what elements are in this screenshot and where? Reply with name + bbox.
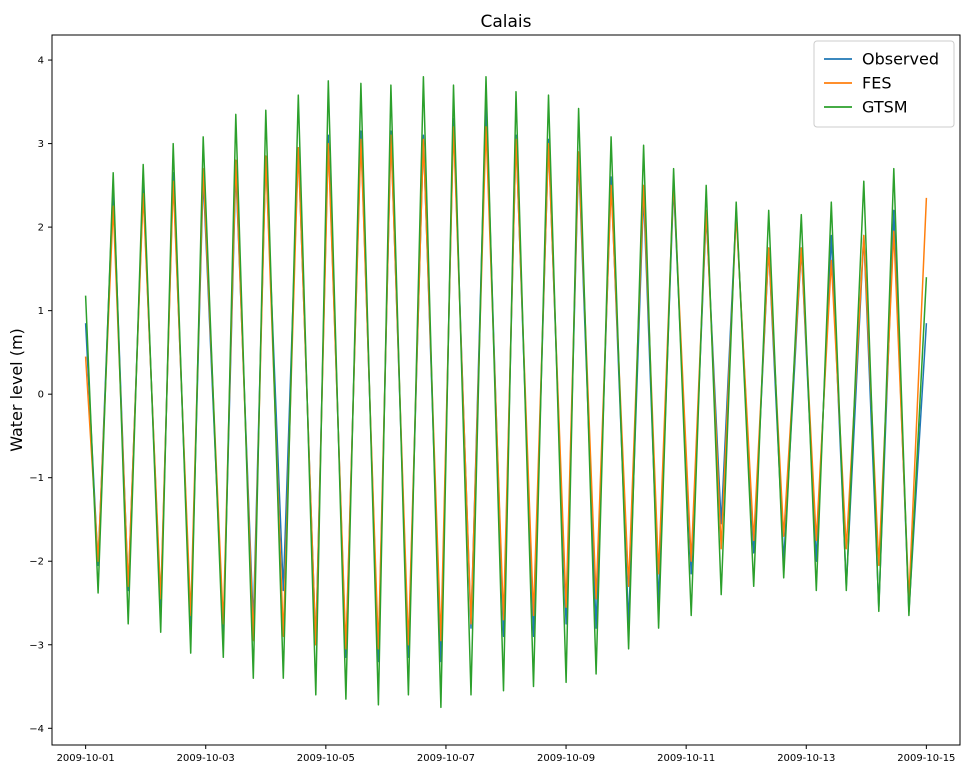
legend-label: Observed: [862, 50, 939, 69]
y-tick-label: −1: [29, 473, 44, 484]
x-tick-label: 2009-10-03: [177, 753, 235, 764]
x-tick-label: 2009-10-05: [297, 753, 355, 764]
x-tick-label: 2009-10-15: [897, 753, 955, 764]
y-axis: −4 −3 −2 −1 0 1 2 3 4: [29, 56, 52, 735]
y-tick-label: −3: [29, 640, 44, 651]
x-tick-label: 2009-10-13: [777, 753, 835, 764]
legend-label: FES: [862, 74, 891, 93]
legend-box: [813, 40, 955, 128]
x-axis: 2009-10-01 2009-10-03 2009-10-05 2009-10-07…: [57, 745, 955, 764]
chart-title: Calais: [480, 12, 531, 32]
series-line-fes: [84, 126, 928, 650]
x-tick-label: 2009-10-09: [537, 753, 595, 764]
plot-area: [84, 76, 928, 709]
legend-label: GTSM: [862, 98, 908, 117]
x-tick-label: 2009-10-07: [417, 753, 475, 764]
y-tick-label: 3: [38, 139, 44, 150]
series-line-gtsm: [84, 76, 928, 709]
legend: Observed FES GTSM: [813, 40, 955, 128]
y-tick-label: 4: [38, 56, 44, 67]
axes-frame: [51, 34, 961, 746]
y-tick-label: −2: [29, 557, 44, 568]
x-tick-label: 2009-10-01: [57, 753, 115, 764]
y-tick-label: 0: [38, 390, 44, 401]
x-tick-label: 2009-10-11: [657, 753, 715, 764]
y-tick-label: −4: [29, 724, 44, 735]
y-axis-label: Water level (m): [7, 328, 26, 452]
y-tick-label: 1: [38, 306, 44, 317]
y-tick-label: 2: [38, 223, 44, 234]
